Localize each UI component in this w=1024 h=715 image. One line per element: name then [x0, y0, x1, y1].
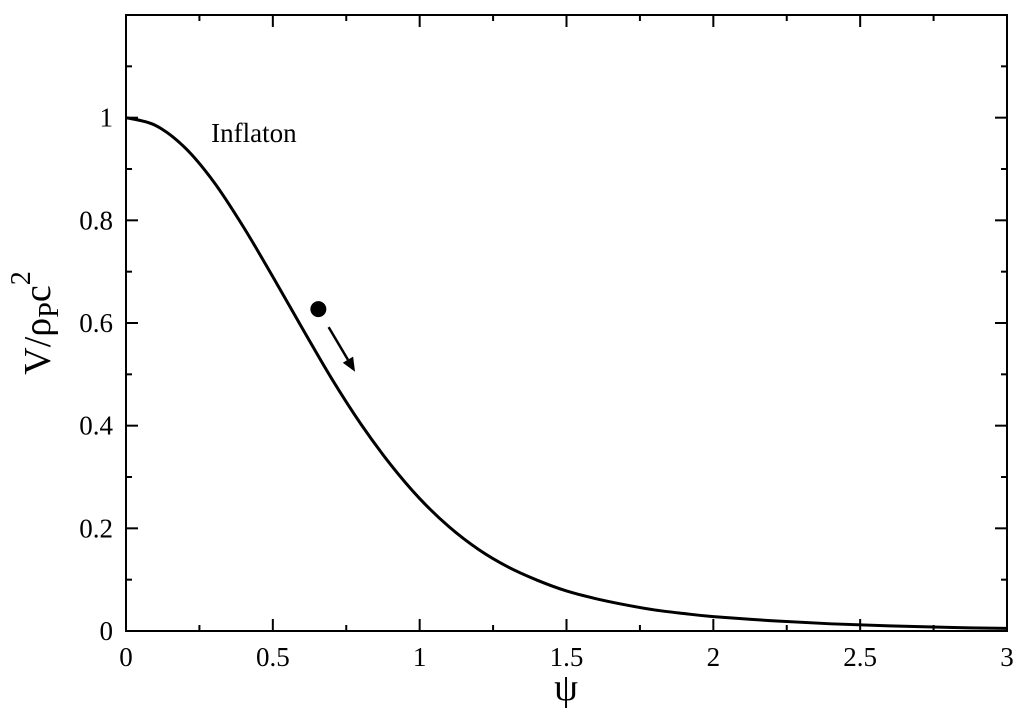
y-axis-label: V/ρPc2 [6, 271, 65, 374]
y-tick-label: 0.4 [79, 411, 113, 441]
x-tick-label: 0 [119, 642, 133, 672]
y-axis-label-tail: c [17, 285, 59, 302]
y-tick-label: 0.8 [79, 205, 113, 235]
inflaton-ball-marker [310, 301, 327, 318]
x-tick-label: 1.5 [550, 642, 584, 672]
y-tick-label: 0.6 [79, 308, 113, 338]
axis-ticks [125, 15, 1008, 632]
x-tick-label: 2 [707, 642, 721, 672]
x-tick-label: 0.5 [256, 642, 290, 672]
x-tick-label: 3 [1000, 642, 1014, 672]
plot-frame [125, 14, 1008, 632]
x-tick-label: 1 [413, 642, 427, 672]
y-axis-label-main: V/ρ [17, 318, 59, 375]
y-axis-label-sub: P [34, 302, 65, 318]
potential-curve [125, 116, 1008, 630]
x-tick-labels: 0 0.5 1 1.5 2 2.5 3 [119, 642, 1014, 672]
y-tick-label: 1 [100, 103, 114, 133]
x-axis-label: ψ [554, 667, 578, 709]
inflaton-annotation: Inflaton [211, 118, 297, 148]
x-tick-label: 2.5 [843, 642, 877, 672]
y-tick-label: 0 [100, 616, 114, 646]
y-tick-labels: 0 0.2 0.4 0.6 0.8 1 [79, 103, 113, 646]
roll-direction-arrow [327, 326, 356, 372]
y-tick-label: 0.2 [79, 513, 113, 543]
y-axis-label-sup: 2 [6, 271, 37, 285]
